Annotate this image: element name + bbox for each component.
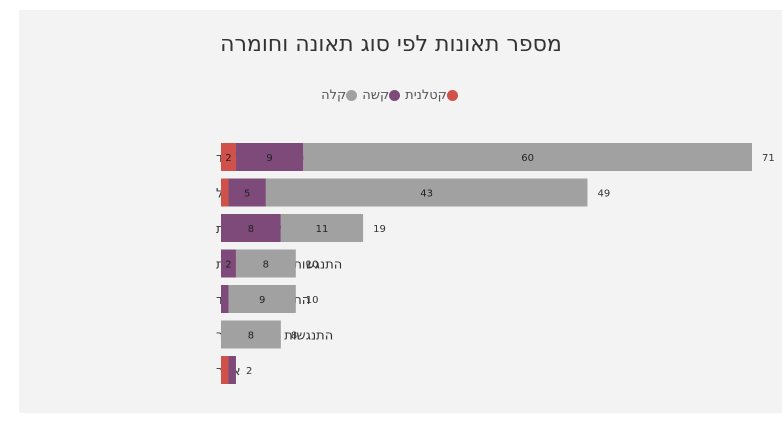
total-label-2: 19 <box>373 224 386 235</box>
bar-severe-0[interactable] <box>235 143 304 171</box>
chart-title: מספר תאונות לפי סוג תאונה וחומרה <box>220 32 562 57</box>
bar-severe-4[interactable] <box>221 285 229 313</box>
bar-fatal-6[interactable] <box>221 356 229 384</box>
legend-swatch-light <box>346 90 358 101</box>
total-label-4: 10 <box>306 295 319 306</box>
data-label-light-0: 60 <box>521 153 534 164</box>
data-label-fatal-0: 2 <box>225 153 231 164</box>
bar-light-0[interactable] <box>303 143 752 171</box>
bar-light-2[interactable] <box>280 214 364 242</box>
legend-swatch-severe <box>389 90 401 101</box>
legend-item-fatal[interactable]: קטלנית <box>405 88 461 103</box>
legend-label-light: קלה <box>321 88 347 103</box>
data-label-light-4: 9 <box>259 295 265 306</box>
total-label-3: 10 <box>306 260 319 271</box>
bar-severe-1[interactable] <box>228 178 266 207</box>
bar-severe-6[interactable] <box>228 356 236 384</box>
bar-light-4[interactable] <box>228 285 296 313</box>
total-label-6: 2 <box>246 366 252 377</box>
data-label-severe-1: 5 <box>244 189 250 200</box>
data-label-severe-3: 2 <box>225 260 231 271</box>
total-label-1: 49 <box>597 189 610 200</box>
total-label-5: 8 <box>291 331 297 342</box>
data-label-light-2: 11 <box>316 224 329 235</box>
legend-item-light[interactable]: קלה <box>321 88 360 103</box>
total-label-0: 71 <box>762 153 775 164</box>
bar-severe-3[interactable] <box>221 249 236 278</box>
bar-light-3[interactable] <box>235 249 296 278</box>
legend-swatch-fatal <box>446 90 458 101</box>
legend-item-severe[interactable]: קשה <box>362 88 403 103</box>
legend-label-fatal: קטלנית <box>405 88 447 103</box>
chart-panel <box>19 10 782 413</box>
bar-severe-2[interactable] <box>221 214 281 242</box>
data-label-light-1: 43 <box>420 189 433 200</box>
bar-fatal-1[interactable] <box>221 178 229 207</box>
legend: קטלנית קשה קלה <box>0 88 782 103</box>
data-label-light-3: 8 <box>263 260 269 271</box>
data-label-severe-2: 8 <box>248 224 254 235</box>
legend-label-severe: קשה <box>362 88 390 103</box>
data-label-severe-0: 9 <box>266 153 272 164</box>
data-label-light-5: 8 <box>248 331 254 342</box>
bar-light-5[interactable] <box>221 320 281 349</box>
bar-fatal-0[interactable] <box>221 143 236 171</box>
bar-light-1[interactable] <box>265 178 588 207</box>
